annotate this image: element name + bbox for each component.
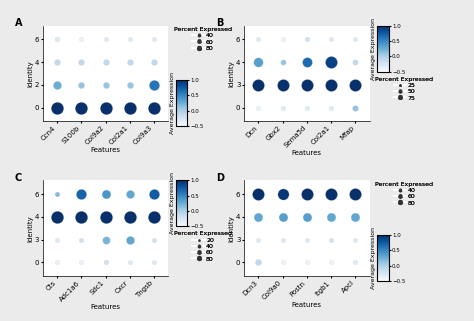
X-axis label: Features: Features [292,302,322,308]
Y-axis label: Identity: Identity [228,60,235,87]
Text: C: C [15,173,22,183]
Point [102,59,109,65]
Point [126,59,134,65]
Point [327,37,335,42]
Point [150,214,158,220]
Point [327,214,335,220]
Point [150,237,158,242]
Point [54,214,61,220]
Point [102,214,109,220]
Point [351,260,359,265]
Point [279,82,286,87]
Point [255,59,262,65]
X-axis label: Features: Features [91,304,120,310]
Point [327,192,335,197]
Point [351,192,359,197]
Point [78,59,85,65]
Point [78,192,85,197]
Point [303,192,310,197]
Point [54,237,61,242]
Point [351,82,359,87]
Point [54,260,61,265]
X-axis label: Features: Features [91,147,120,153]
Point [78,105,85,110]
Point [303,37,310,42]
Point [102,192,109,197]
Point [255,214,262,220]
Point [102,237,109,242]
Point [54,105,61,110]
Point [279,260,286,265]
Point [327,82,335,87]
Point [303,82,310,87]
Point [327,260,335,265]
Point [255,192,262,197]
Point [78,260,85,265]
Point [126,105,134,110]
Y-axis label: Identity: Identity [228,215,235,242]
Point [279,37,286,42]
Point [255,105,262,110]
Point [351,59,359,65]
Point [150,192,158,197]
Point [78,237,85,242]
Point [303,105,310,110]
Point [351,237,359,242]
Point [150,82,158,87]
Point [279,59,286,65]
Legend: 20, 40, 60, 80: 20, 40, 60, 80 [174,231,232,262]
Point [255,237,262,242]
Text: Cluster 0: Cluster 0 [82,180,129,190]
Point [303,214,310,220]
Point [126,237,134,242]
Point [279,214,286,220]
Point [327,237,335,242]
Point [303,59,310,65]
Point [150,37,158,42]
Point [327,105,335,110]
Point [102,260,109,265]
Point [279,105,286,110]
Point [351,105,359,110]
Point [255,82,262,87]
Point [150,59,158,65]
Point [102,37,109,42]
X-axis label: Features: Features [292,151,322,156]
Text: Cluster 3: Cluster 3 [283,180,330,190]
Point [126,214,134,220]
Point [351,214,359,220]
Point [78,214,85,220]
Point [54,82,61,87]
Point [102,82,109,87]
Point [78,82,85,87]
Text: A: A [15,18,22,28]
Point [126,37,134,42]
Point [351,37,359,42]
Point [255,260,262,265]
Legend: 40, 60, 80: 40, 60, 80 [174,27,232,51]
Point [54,37,61,42]
Point [150,105,158,110]
Point [279,192,286,197]
Point [54,59,61,65]
Point [303,260,310,265]
Text: D: D [216,173,224,183]
Point [279,237,286,242]
Point [327,59,335,65]
Point [78,37,85,42]
Point [150,260,158,265]
Legend: 40, 60, 80: 40, 60, 80 [375,182,433,206]
Y-axis label: Identity: Identity [27,215,33,242]
Legend: 25, 50, 75: 25, 50, 75 [375,77,433,100]
Text: B: B [216,18,224,28]
Point [255,37,262,42]
Point [126,192,134,197]
Point [54,192,61,197]
Y-axis label: Identity: Identity [27,60,33,87]
Point [102,105,109,110]
Point [303,237,310,242]
Point [126,82,134,87]
Point [126,260,134,265]
